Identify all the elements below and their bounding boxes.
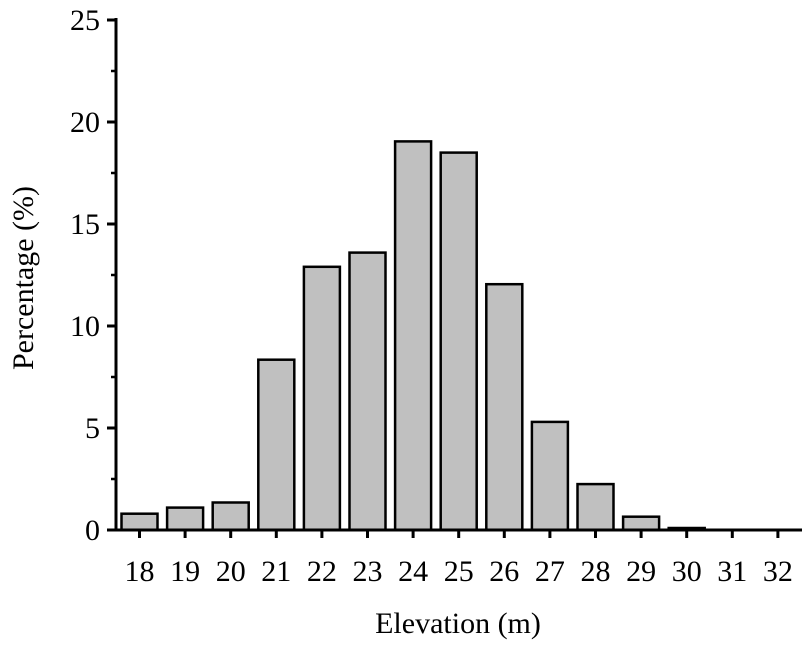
x-tick-label: 19 — [170, 555, 200, 588]
x-tick-label: 22 — [307, 555, 337, 588]
bar-29 — [621, 515, 661, 532]
y-tick-label: 0 — [85, 514, 100, 547]
y-tick-label: 5 — [85, 412, 100, 445]
bar-19 — [165, 506, 205, 532]
x-tick-label: 18 — [125, 555, 155, 588]
y-tick-label: 20 — [70, 106, 100, 139]
x-tick-label: 20 — [216, 555, 246, 588]
x-tick-label: 32 — [763, 555, 793, 588]
bar-28 — [576, 482, 615, 532]
bar-23 — [348, 251, 387, 532]
bar-24 — [393, 140, 433, 532]
x-tick-label: 26 — [489, 555, 519, 588]
y-tick-label: 10 — [70, 310, 100, 343]
x-tick-label: 21 — [261, 555, 291, 588]
bar-25 — [439, 151, 478, 532]
bar-21 — [257, 358, 296, 532]
x-axis-label: Elevation (m) — [375, 607, 541, 640]
y-axis-ticks: 0 5 10 15 20 25 — [70, 4, 116, 547]
y-tick-label: 15 — [70, 208, 100, 241]
bar-22 — [302, 265, 342, 532]
x-axis-ticks: 18 19 20 21 22 23 24 25 26 27 28 29 30 31 32 — [125, 530, 793, 588]
bars-group — [120, 140, 706, 532]
x-tick-label: 23 — [353, 555, 383, 588]
x-tick-label: 24 — [398, 555, 428, 588]
x-tick-label: 28 — [581, 555, 611, 588]
bar-27 — [530, 420, 570, 532]
x-tick-label: 31 — [717, 555, 747, 588]
bar-18 — [120, 512, 159, 532]
x-tick-label: 25 — [444, 555, 474, 588]
y-tick-label: 25 — [70, 4, 100, 37]
x-tick-label: 29 — [626, 555, 656, 588]
x-tick-label: 27 — [535, 555, 565, 588]
bar-26 — [485, 282, 524, 532]
y-axis-label: Percentage (%) — [7, 186, 40, 370]
bar-20 — [211, 501, 250, 532]
x-tick-label: 30 — [672, 555, 702, 588]
